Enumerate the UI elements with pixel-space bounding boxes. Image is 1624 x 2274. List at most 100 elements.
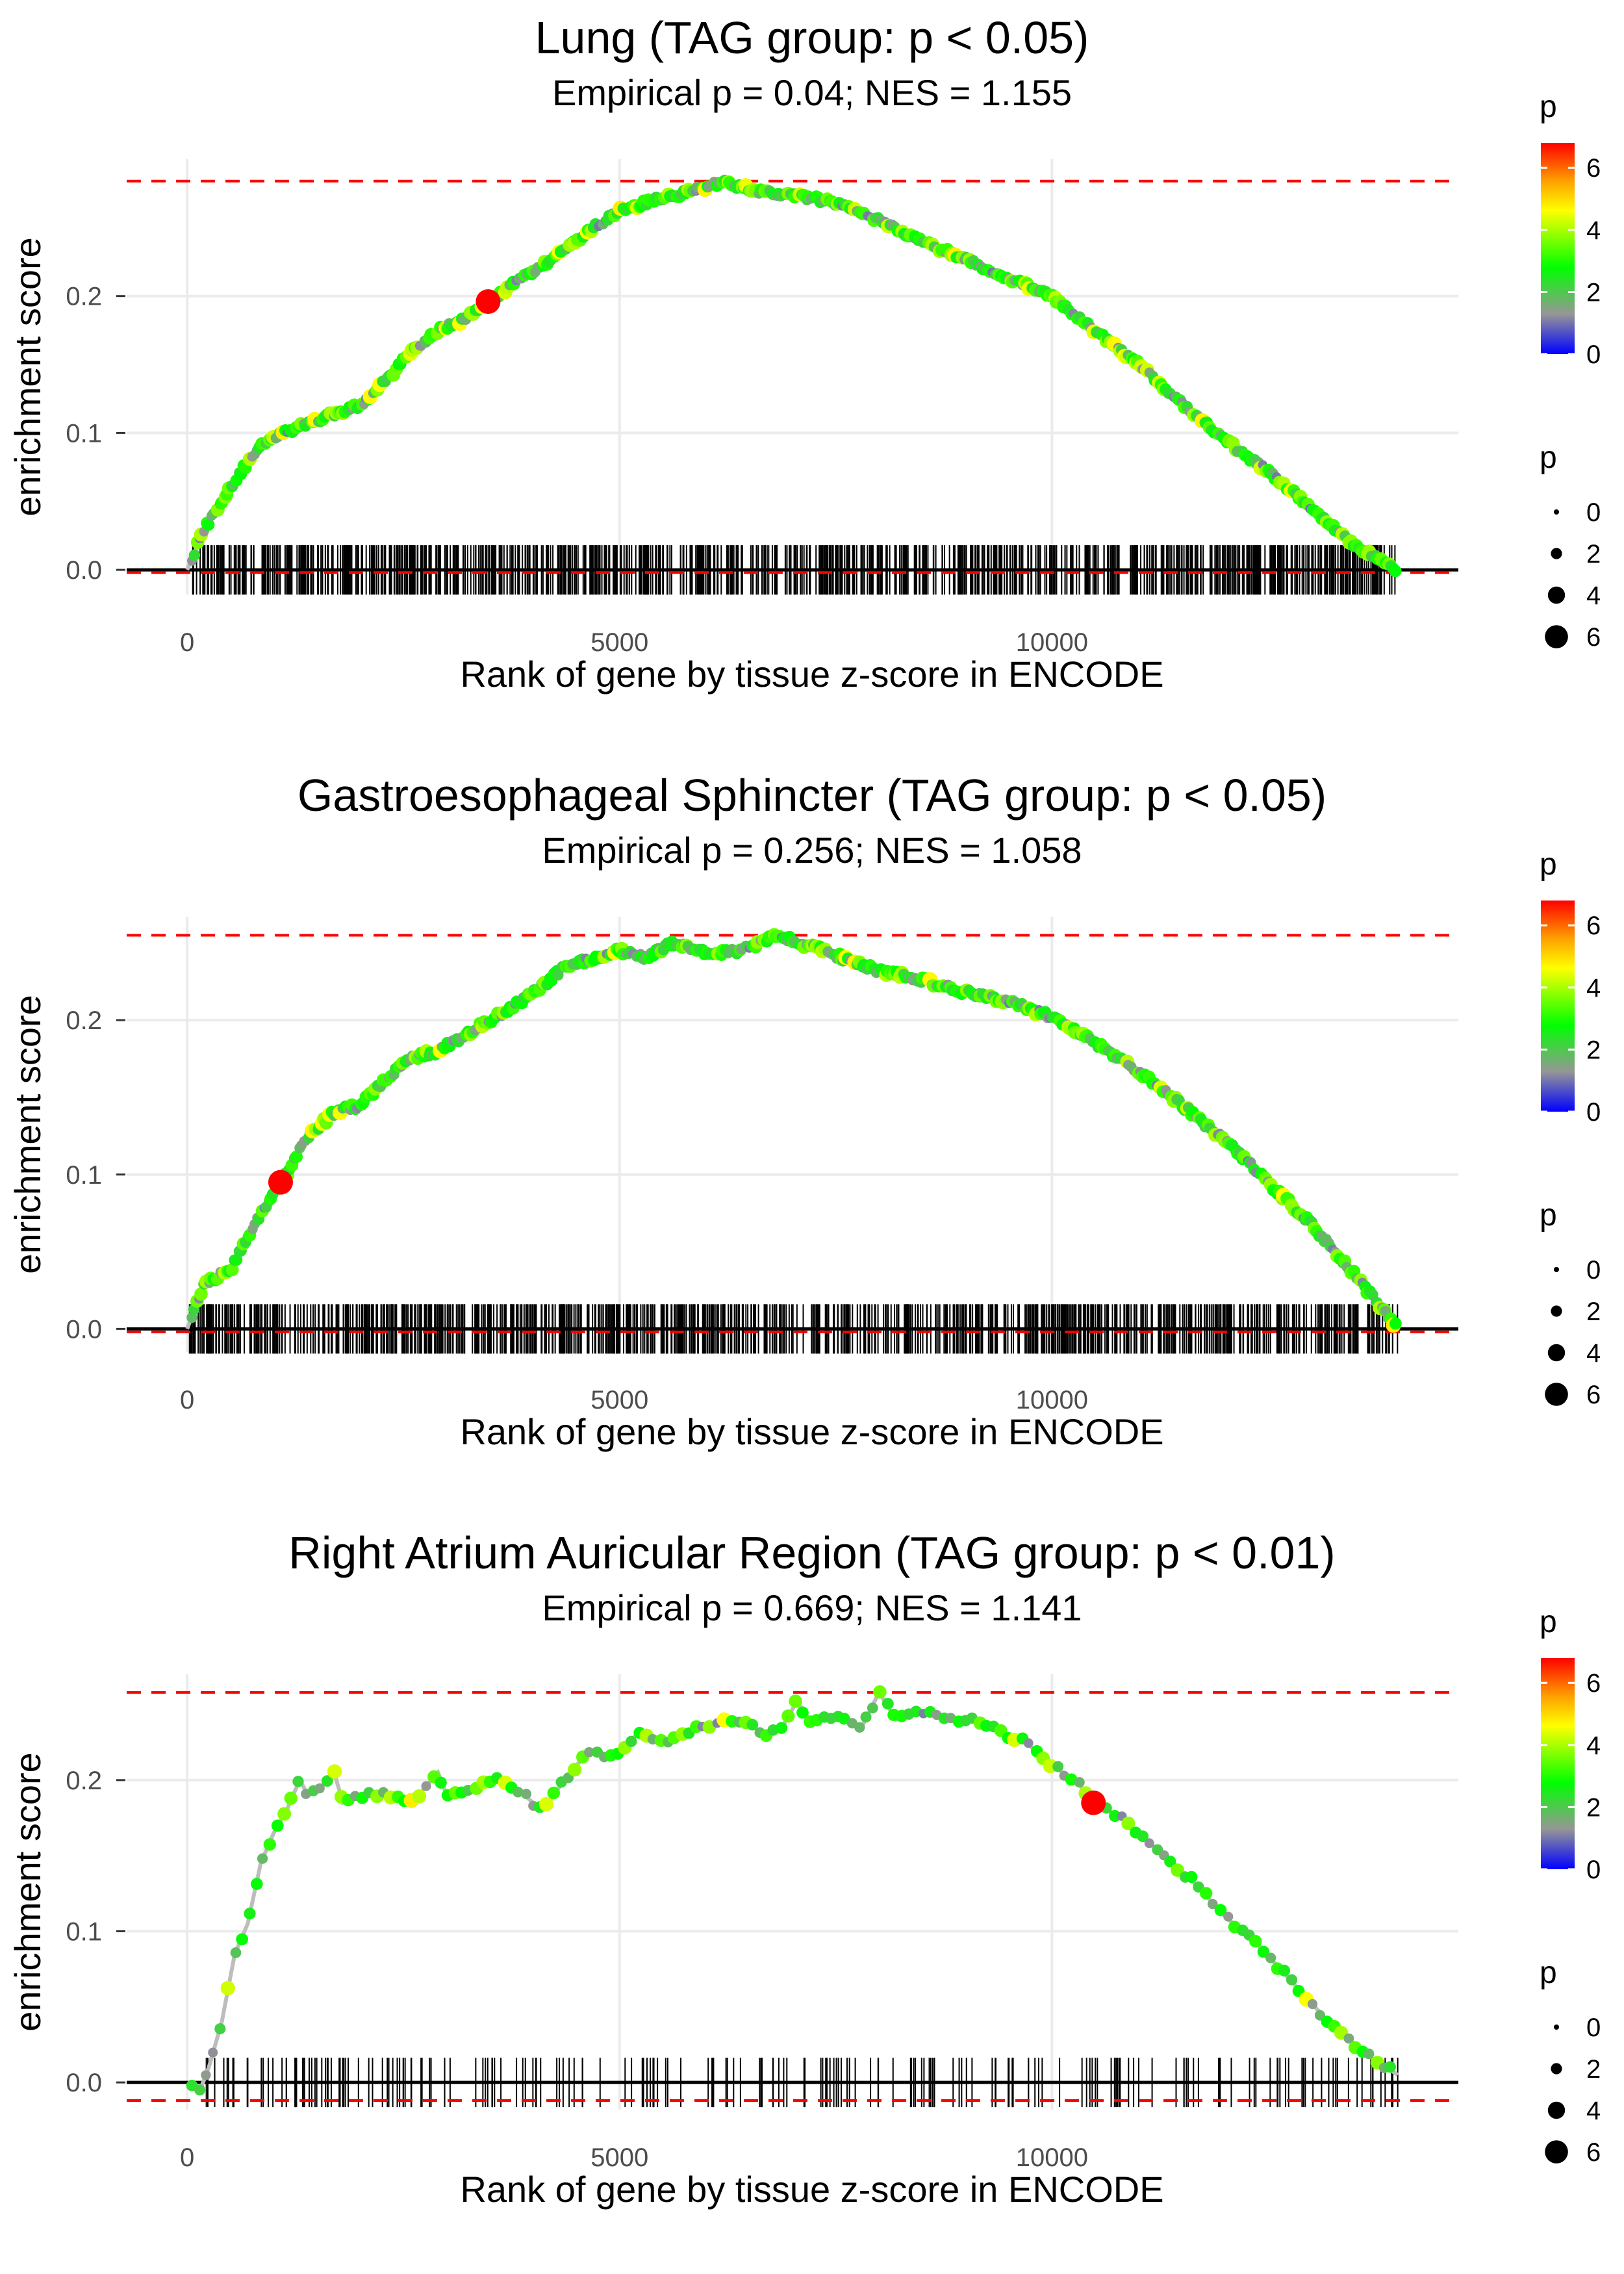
y-tick-label: 0.0 bbox=[66, 556, 102, 585]
y-axis-label: enrichment score bbox=[7, 995, 48, 1274]
x-tick-label: 5000 bbox=[590, 628, 648, 657]
chart-subtitle: Empirical p = 0.04; NES = 1.155 bbox=[552, 72, 1072, 113]
size-legend-dot bbox=[1551, 2063, 1562, 2075]
size-legend-label: 2 bbox=[1586, 540, 1601, 568]
size-legend-label: 2 bbox=[1586, 2055, 1601, 2084]
colorbar-tick-label: 6 bbox=[1586, 1669, 1601, 1698]
enrichment-point bbox=[1249, 1935, 1262, 1948]
enrichment-point bbox=[860, 1711, 872, 1723]
enrichment-point bbox=[208, 2047, 218, 2058]
size-legend-dot bbox=[1554, 1267, 1559, 1272]
gridlines bbox=[127, 1674, 1458, 2110]
size-legend-label: 4 bbox=[1586, 2097, 1601, 2125]
x-axis-label: Rank of gene by tissue z-score in ENCODE bbox=[460, 2169, 1163, 2210]
x-tick-label: 5000 bbox=[590, 2143, 648, 2172]
enrichment-point bbox=[547, 1786, 561, 1800]
enrichment-score-line bbox=[185, 179, 1399, 572]
gridlines bbox=[127, 159, 1458, 594]
size-legend-title: p bbox=[1540, 1198, 1557, 1233]
enrichment-point bbox=[584, 1747, 594, 1757]
size-legend-label: 4 bbox=[1586, 1339, 1601, 1368]
colorbar-title: p bbox=[1540, 90, 1557, 124]
enrichment-points bbox=[186, 1685, 1396, 2096]
enrichment-point bbox=[251, 1878, 263, 1890]
enrichment-point bbox=[1223, 1911, 1234, 1922]
enrichment-point bbox=[1364, 2048, 1375, 2060]
top-gene-point bbox=[1081, 1790, 1106, 1815]
colorbar-tick-label: 0 bbox=[1586, 1098, 1601, 1127]
x-axis-label: Rank of gene by tissue z-score in ENCODE bbox=[460, 654, 1163, 695]
colorbar-tick-label: 6 bbox=[1586, 154, 1601, 183]
colorbar-tick-label: 0 bbox=[1586, 1856, 1601, 1884]
y-tick-label: 0.1 bbox=[66, 1917, 102, 1946]
enrichment-point bbox=[789, 1694, 802, 1708]
y-tick-label: 0.1 bbox=[66, 419, 102, 448]
enrichment-points bbox=[186, 928, 1402, 1333]
enrichment-point bbox=[775, 1722, 788, 1734]
size-legend-title: p bbox=[1540, 1956, 1557, 1990]
enrichment-point bbox=[284, 1791, 298, 1805]
top-gene-point bbox=[268, 1169, 293, 1195]
enrichment-point bbox=[626, 1735, 637, 1748]
colorbar-tick-label: 6 bbox=[1586, 912, 1601, 940]
size-legend-dot bbox=[1551, 548, 1562, 559]
size-legend-dot bbox=[1547, 586, 1566, 604]
enrichment-point bbox=[1265, 1952, 1276, 1963]
x-tick-label: 10000 bbox=[1016, 1386, 1088, 1414]
y-axis-label: enrichment score bbox=[7, 1752, 48, 2032]
size-legend-title: p bbox=[1540, 441, 1557, 475]
chart-title: Gastroesophageal Sphincter (TAG group: p… bbox=[298, 770, 1326, 821]
enrichment-point bbox=[1389, 565, 1402, 578]
enrichment-point bbox=[1343, 2033, 1354, 2044]
enrichment-point bbox=[1074, 1777, 1085, 1788]
enrichment-point bbox=[521, 1789, 532, 1800]
enrichment-point bbox=[290, 1150, 303, 1163]
enrichment-point bbox=[236, 1933, 248, 1946]
enrichment-point bbox=[567, 1763, 582, 1777]
enrichment-point bbox=[277, 1807, 292, 1821]
enrichment-point bbox=[1121, 1817, 1136, 1831]
colorbar bbox=[1541, 143, 1575, 354]
enrichment-point bbox=[202, 518, 215, 531]
enrichment-point bbox=[1144, 1838, 1154, 1848]
enrichment-point bbox=[1137, 1830, 1149, 1843]
enrichment-point bbox=[1171, 1863, 1184, 1877]
colorbar-title: p bbox=[1540, 1605, 1557, 1639]
enrichment-point bbox=[873, 1685, 887, 1699]
size-legend-label: 0 bbox=[1586, 2013, 1601, 2042]
size-legend-label: 0 bbox=[1586, 498, 1601, 527]
size-legend-label: 6 bbox=[1586, 2138, 1601, 2167]
enrichment-point bbox=[225, 1263, 239, 1277]
size-legend-dot bbox=[1547, 1344, 1566, 1362]
colorbar bbox=[1541, 901, 1575, 1112]
enrichment-point bbox=[1185, 1871, 1198, 1884]
enrichment-point bbox=[230, 1947, 242, 1958]
size-legend-dot bbox=[1554, 509, 1559, 515]
enrichment-point bbox=[1023, 1738, 1034, 1748]
enrichment-point bbox=[1307, 1999, 1318, 2010]
enrichment-point bbox=[1200, 1887, 1213, 1900]
enrichment-point bbox=[271, 1819, 284, 1832]
chart-subtitle: Empirical p = 0.669; NES = 1.141 bbox=[542, 1587, 1082, 1628]
enrichment-point bbox=[1207, 1898, 1218, 1910]
gridlines bbox=[127, 917, 1458, 1352]
enrichment-point bbox=[781, 1709, 795, 1723]
enrichment-point bbox=[327, 1764, 342, 1779]
chart-title: Right Atrium Auricular Region (TAG group… bbox=[288, 1527, 1335, 1578]
size-legend-dot bbox=[1545, 2140, 1568, 2164]
enrichment-point bbox=[1214, 1904, 1227, 1917]
gsea-panel-lung: Lung (TAG group: p < 0.05) Empirical p = … bbox=[0, 0, 1624, 758]
chart-title: Lung (TAG group: p < 0.05) bbox=[535, 12, 1089, 63]
enrichment-point bbox=[539, 1796, 554, 1812]
x-tick-label: 0 bbox=[180, 628, 194, 657]
size-legend-dot bbox=[1554, 2025, 1559, 2030]
enrichment-point bbox=[412, 1789, 427, 1804]
enrichment-points bbox=[186, 174, 1402, 578]
enrichment-point bbox=[257, 1853, 268, 1864]
enrichment-point bbox=[220, 1980, 235, 1996]
enrichment-point bbox=[292, 1776, 304, 1787]
y-tick-label: 0.0 bbox=[66, 1315, 102, 1344]
colorbar-tick-label: 2 bbox=[1586, 1793, 1601, 1822]
enrichment-point bbox=[1286, 1974, 1298, 1986]
enrichment-point bbox=[746, 1718, 759, 1731]
